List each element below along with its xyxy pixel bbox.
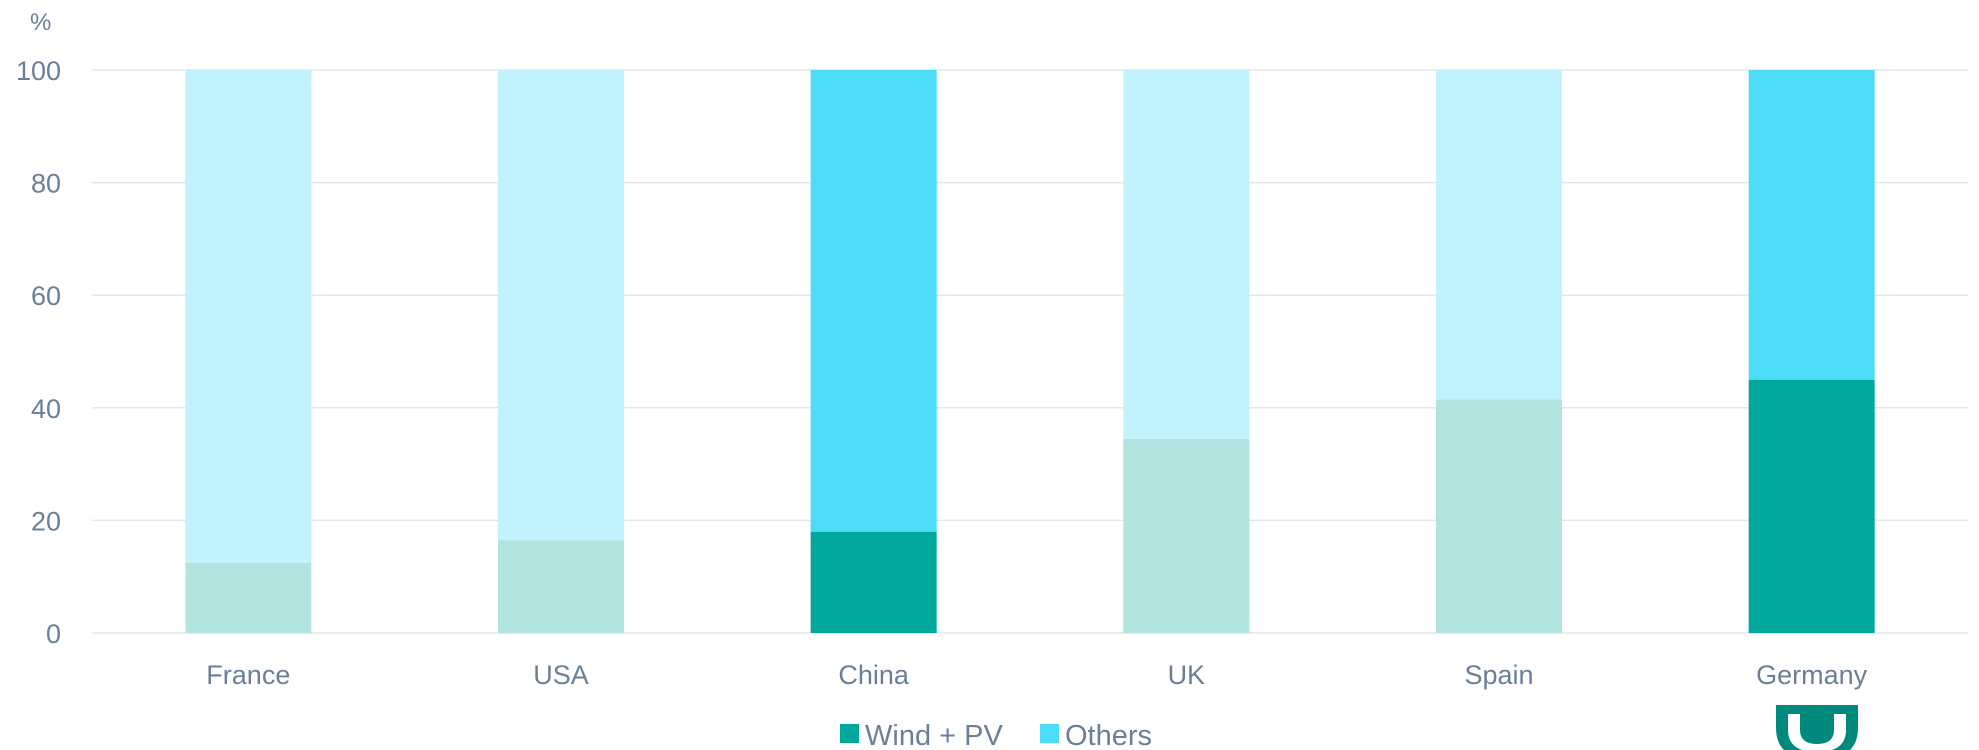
legend-swatch-others <box>1040 724 1059 743</box>
y-tick-label: 80 <box>31 169 61 199</box>
logo-shield-inner <box>1788 714 1846 750</box>
y-axis-unit-label: % <box>30 9 51 36</box>
y-tick-label: 100 <box>16 56 61 86</box>
x-tick-label: Germany <box>1756 660 1868 690</box>
y-axis-ticks: 0 20 40 60 80 100 <box>16 56 61 649</box>
legend-label-wind-pv: Wind + PV <box>865 720 1003 750</box>
bars <box>185 70 1875 633</box>
x-tick-label: USA <box>533 660 589 690</box>
bar-france-others <box>185 70 312 563</box>
bar-usa-others <box>498 70 624 541</box>
bar-spain-others <box>1436 70 1562 400</box>
x-axis-ticks: France USA China UK Spain Germany <box>206 660 1867 690</box>
x-tick-label: France <box>206 660 290 690</box>
bar-usa-wind-pv <box>498 540 624 633</box>
x-tick-label: Spain <box>1464 660 1533 690</box>
bar-germany-others <box>1748 70 1875 380</box>
bar-china-wind-pv <box>810 531 937 633</box>
shield-logo-icon <box>1776 705 1858 750</box>
y-tick-label: 60 <box>31 281 61 311</box>
y-tick-label: 0 <box>46 619 61 649</box>
bar-china-others <box>810 70 937 532</box>
bar-germany-wind-pv <box>1748 379 1875 633</box>
legend: Wind + PV Others <box>840 720 1152 750</box>
y-tick-label: 40 <box>31 394 61 424</box>
x-tick-label: China <box>838 660 910 690</box>
legend-label-others: Others <box>1065 720 1152 750</box>
gridlines <box>92 69 1968 634</box>
legend-swatch-wind-pv <box>840 724 859 743</box>
bar-spain-wind-pv <box>1436 399 1562 633</box>
bar-france-wind-pv <box>185 562 312 633</box>
x-tick-label: UK <box>1168 660 1206 690</box>
y-tick-label: 20 <box>31 506 61 536</box>
bar-uk-wind-pv <box>1123 438 1250 633</box>
bar-uk-others <box>1123 70 1250 439</box>
